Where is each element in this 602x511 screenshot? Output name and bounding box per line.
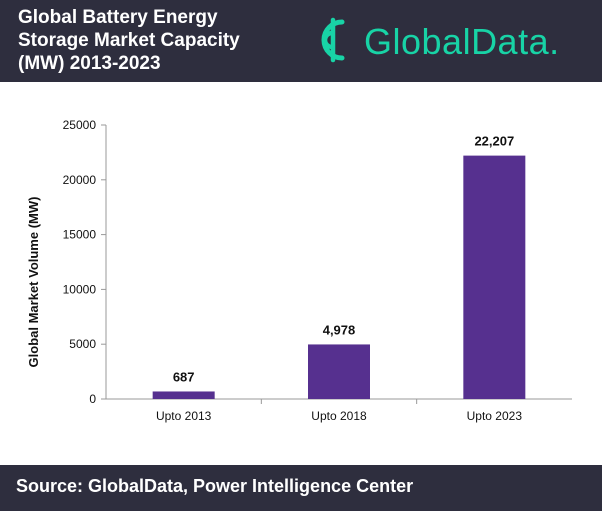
x-tick-label: Upto 2013 [156, 409, 212, 423]
bar-labels: 687 4,978 22,207 [173, 134, 514, 385]
globaldata-logo: GlobalData. [312, 12, 592, 68]
chart-title: Global Battery Energy Storage Market Cap… [18, 6, 318, 75]
header-bar: Global Battery Energy Storage Market Cap… [0, 0, 602, 82]
x-ticks: Upto 2013 Upto 2018 Upto 2023 [156, 399, 522, 423]
x-tick-label: Upto 2023 [467, 409, 523, 423]
bar [308, 344, 370, 399]
source-note: Source: GlobalData, Power Intelligence C… [16, 476, 414, 496]
bar [152, 391, 215, 399]
bar-chart: Global Market Volume (MW) 0 5000 10000 1500… [26, 118, 572, 423]
title-line-3: (MW) 2013-2023 [18, 53, 161, 74]
y-tick-label: 5000 [69, 337, 96, 351]
chart-area: Global Market Volume (MW) 0 5000 10000 1500… [0, 82, 602, 465]
footer-bar: Source: GlobalData, Power Intelligence C… [0, 465, 602, 511]
y-tick-label: 10000 [63, 282, 97, 296]
y-ticks: 0 5000 10000 15000 20000 25000 [63, 118, 106, 406]
y-axis-label: Global Market Volume (MW) [26, 197, 41, 368]
y-tick-label: 20000 [63, 173, 97, 187]
bar-value-label: 22,207 [474, 134, 514, 149]
globaldata-logo-icon [321, 17, 345, 63]
x-tick-label: Upto 2018 [311, 409, 367, 423]
y-tick-label: 25000 [63, 118, 97, 132]
title-line-2: Storage Market Capacity [18, 30, 240, 51]
title-line-1: Global Battery Energy [18, 7, 218, 28]
logo-wordmark: GlobalData. [364, 21, 560, 62]
bar-value-label: 687 [173, 369, 195, 384]
bar-value-label: 4,978 [323, 322, 356, 337]
bars [152, 155, 526, 399]
bar [463, 155, 526, 399]
y-tick-label: 0 [89, 392, 96, 406]
y-tick-label: 15000 [63, 228, 97, 242]
